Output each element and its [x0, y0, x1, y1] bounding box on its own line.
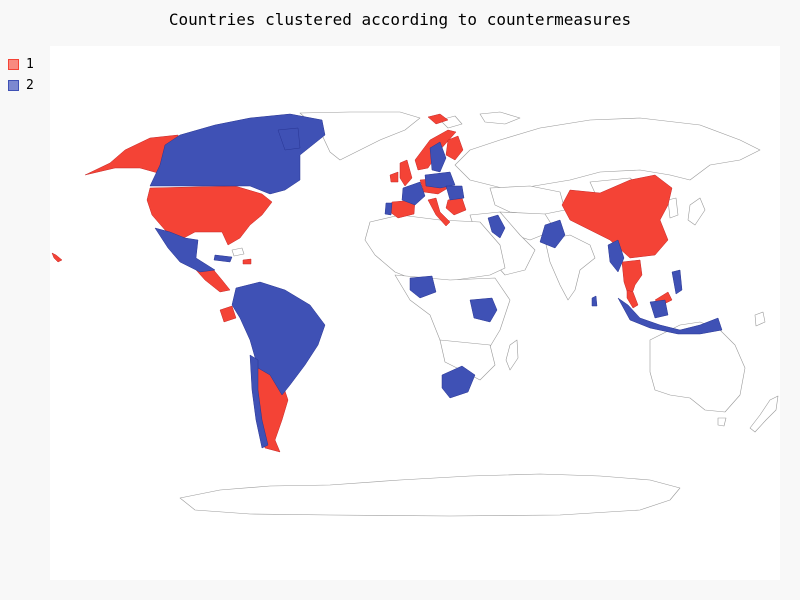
country-iceland — [427, 113, 449, 125]
country-china — [561, 174, 673, 259]
land-southern-africa — [439, 339, 496, 381]
country-south-america-north — [231, 281, 326, 396]
legend-label-2: 2 — [26, 78, 34, 93]
land-tasmania — [717, 417, 727, 427]
country-pakistan-india-nw — [539, 219, 566, 249]
legend-swatch-2 — [8, 80, 19, 91]
land-arctic-islands — [479, 111, 521, 125]
land-caribbean — [231, 247, 245, 257]
country-canada — [149, 113, 326, 195]
land-madagascar — [505, 339, 519, 371]
country-cuba — [213, 254, 233, 263]
country-finland — [445, 135, 464, 161]
country-ireland — [389, 171, 399, 183]
country-mexico — [154, 227, 216, 273]
land-north-africa — [364, 214, 506, 283]
country-portugal — [384, 202, 393, 216]
land-russia — [454, 117, 761, 191]
country-philippines — [671, 269, 683, 295]
legend-label-1: 1 — [26, 57, 34, 72]
land-pacific-islands — [754, 311, 766, 327]
country-hawaii — [51, 252, 63, 263]
land-new-zealand — [749, 395, 779, 433]
country-ecuador — [219, 305, 237, 323]
country-malaysia-peninsula — [626, 289, 639, 309]
land-korea — [667, 197, 679, 219]
country-indonesia — [617, 297, 723, 335]
land-australia — [649, 321, 746, 413]
country-france-benelux — [401, 181, 426, 206]
land-antarctica — [179, 473, 681, 517]
legend: 1 2 — [8, 54, 34, 96]
country-italy — [427, 197, 451, 227]
country-greenland-partial — [277, 127, 301, 151]
legend-swatch-1 — [8, 59, 19, 70]
country-sweden — [429, 141, 447, 173]
country-balkans — [445, 197, 467, 216]
country-germany-poland — [424, 171, 456, 189]
land-india — [544, 234, 596, 301]
legend-item-2[interactable]: 2 — [8, 75, 34, 96]
land-kazakhstan — [489, 185, 566, 216]
chart-title: Countries clustered according to counter… — [168, 10, 632, 29]
legend-item-1[interactable]: 1 — [8, 54, 34, 75]
country-israel-saudi — [487, 214, 506, 239]
land-japan — [687, 197, 706, 226]
country-sri-lanka — [591, 295, 598, 307]
country-nigeria — [409, 275, 437, 299]
country-romania-hungary — [445, 185, 465, 201]
country-dominican-republic — [242, 258, 252, 265]
country-usa — [146, 185, 273, 246]
country-south-africa — [441, 365, 476, 399]
country-myanmar — [607, 239, 625, 273]
country-borneo-sulawesi — [649, 299, 669, 319]
country-kenya-uganda — [469, 297, 498, 323]
country-chile — [249, 354, 269, 449]
country-uk — [399, 159, 413, 187]
